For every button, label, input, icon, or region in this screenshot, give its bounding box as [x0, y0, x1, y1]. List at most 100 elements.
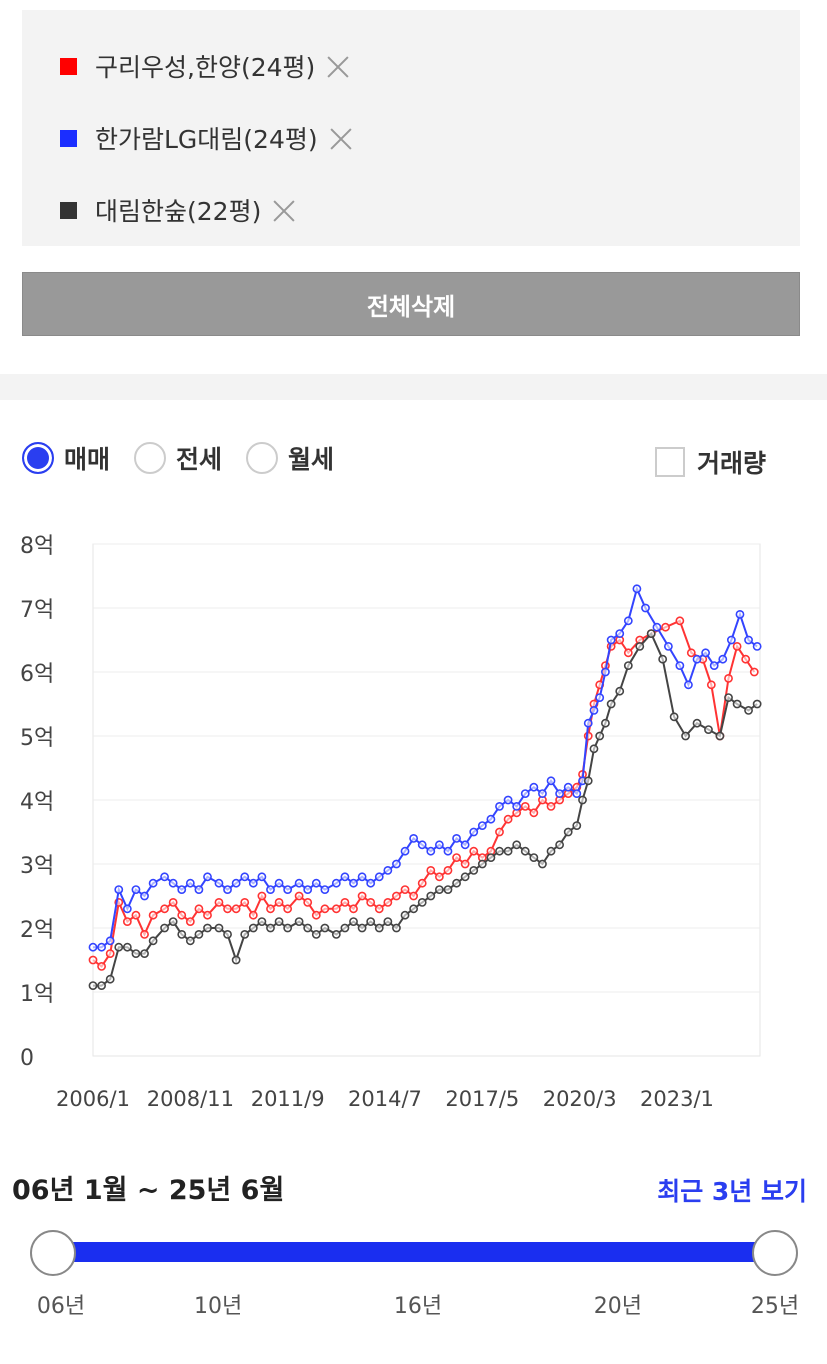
y-tick-label: 6억	[20, 662, 54, 687]
data-point	[546, 846, 556, 856]
data-point	[595, 731, 605, 741]
close-icon[interactable]	[271, 197, 297, 223]
data-point	[131, 885, 141, 894]
data-point	[486, 814, 496, 824]
data-point	[214, 923, 224, 933]
data-point	[443, 865, 453, 875]
data-point	[495, 846, 504, 856]
data-point	[675, 616, 685, 626]
close-icon[interactable]	[328, 125, 354, 151]
data-point	[635, 642, 645, 651]
data-point	[214, 878, 224, 888]
data-point	[641, 603, 650, 613]
data-point	[303, 885, 313, 894]
data-point	[257, 872, 267, 882]
data-point	[357, 872, 367, 882]
data-point	[383, 897, 393, 907]
series-line-1	[92, 619, 756, 968]
section-divider	[0, 374, 827, 400]
range-slider-track[interactable]	[38, 1242, 778, 1262]
radio-empty-icon	[134, 442, 167, 474]
checkbox-icon	[655, 447, 685, 477]
data-point	[706, 680, 716, 690]
data-point	[572, 821, 582, 830]
data-point	[724, 693, 733, 702]
data-point	[744, 635, 753, 645]
radio-monthly-rent[interactable]: 월세	[246, 440, 334, 476]
radio-jeonse[interactable]: 전세	[134, 440, 222, 476]
data-point	[331, 929, 341, 939]
data-point	[374, 872, 384, 882]
data-point	[426, 846, 436, 856]
x-tick-label: 2020/3	[543, 1087, 617, 1111]
data-point	[248, 878, 258, 888]
data-point	[669, 712, 679, 722]
range-label: 06년 1월 ~ 25년 6월	[12, 1175, 285, 1206]
data-point	[257, 917, 267, 926]
data-point	[274, 878, 284, 888]
data-point	[177, 929, 187, 939]
legend-swatch-black	[60, 201, 77, 219]
data-point	[97, 942, 106, 952]
data-point	[452, 833, 461, 843]
range-slider-start-handle[interactable]	[30, 1230, 76, 1276]
data-point	[160, 872, 169, 882]
data-point	[709, 661, 719, 670]
data-point	[601, 667, 610, 677]
data-point	[652, 622, 662, 632]
data-point	[486, 853, 496, 862]
radio-label: 전세	[176, 445, 223, 474]
data-point	[320, 904, 330, 914]
data-point	[340, 923, 350, 933]
data-point	[357, 923, 367, 933]
data-point	[194, 904, 204, 914]
data-point	[140, 929, 149, 939]
data-point	[732, 642, 742, 651]
data-point	[503, 795, 513, 805]
data-point	[340, 897, 350, 907]
y-tick-label: 7억	[20, 598, 54, 623]
data-point	[684, 680, 693, 690]
data-point	[724, 673, 733, 683]
x-tick-label: 2006/1	[56, 1087, 130, 1111]
data-point	[434, 840, 444, 850]
data-point	[97, 961, 106, 971]
data-point	[294, 917, 304, 926]
data-point	[417, 878, 427, 888]
data-point	[194, 929, 204, 939]
volume-checkbox[interactable]: 거래량	[655, 444, 766, 480]
data-point	[529, 808, 539, 818]
data-point	[409, 833, 419, 843]
compare-item-label: 한가람LG대림(24평)	[95, 125, 318, 154]
data-point	[417, 840, 427, 850]
data-point	[357, 891, 367, 901]
data-point	[658, 654, 668, 664]
data-point	[495, 827, 504, 837]
radio-sale[interactable]: 매매	[22, 440, 110, 476]
data-point	[311, 878, 321, 888]
x-tick-label: 2023/1	[640, 1087, 714, 1111]
data-point	[529, 782, 539, 792]
data-point	[231, 955, 241, 965]
data-point	[114, 885, 124, 894]
delete-all-button[interactable]: 전체삭제	[22, 272, 800, 336]
close-icon[interactable]	[325, 53, 351, 79]
data-point	[538, 859, 547, 869]
data-point	[583, 776, 593, 786]
data-point	[632, 584, 642, 594]
data-point	[744, 705, 753, 715]
data-point	[392, 859, 401, 869]
data-point	[400, 910, 410, 920]
range-slider-end-handle[interactable]	[752, 1230, 798, 1276]
data-point	[578, 795, 587, 805]
series-line-3	[93, 631, 758, 987]
data-point	[122, 917, 132, 926]
data-point	[231, 904, 241, 914]
data-point	[589, 705, 599, 715]
recent-3-years-link[interactable]: 최근 3년 보기	[657, 1177, 807, 1206]
compare-item-2: 한가람LG대림(24평)	[60, 118, 354, 158]
data-point	[266, 923, 275, 933]
range-tick-label: 06년	[36, 1294, 86, 1319]
data-point	[477, 859, 487, 869]
data-point	[240, 897, 250, 907]
